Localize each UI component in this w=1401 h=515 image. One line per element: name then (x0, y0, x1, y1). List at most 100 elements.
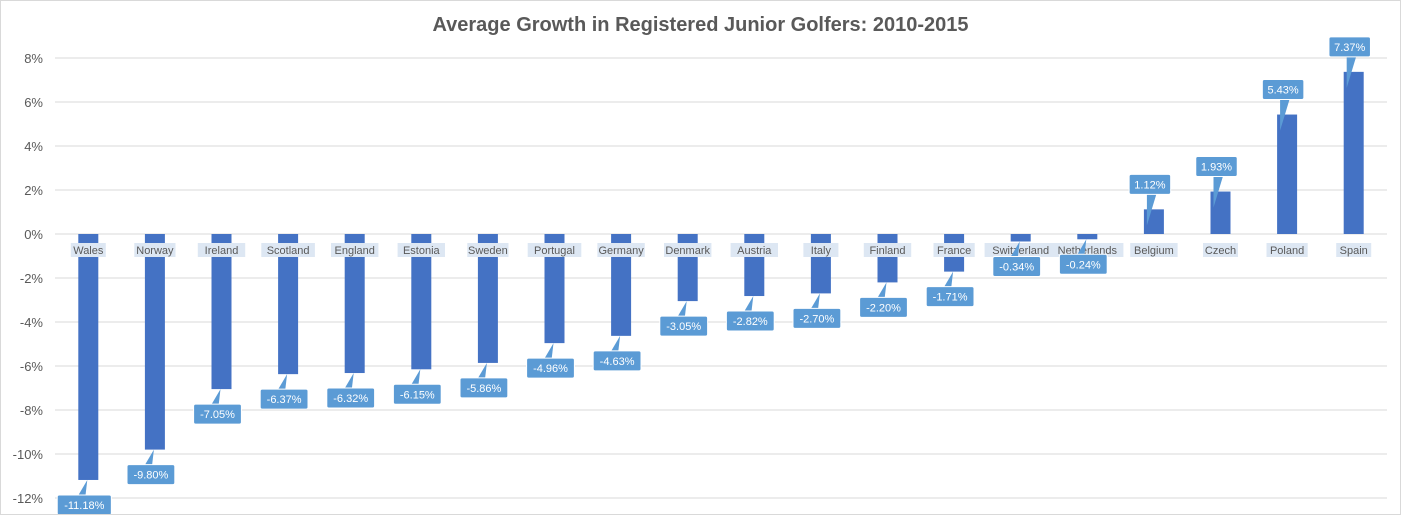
y-tick-label: -2% (20, 271, 44, 286)
bar (1010, 234, 1031, 242)
data-label: -11.18% (64, 500, 104, 512)
y-tick-label: 8% (24, 51, 43, 66)
data-label-box (859, 296, 908, 318)
data-label-pointer (676, 301, 687, 319)
category-label-bg (803, 243, 839, 257)
data-label-pointer (1280, 97, 1291, 131)
data-label: -6.37% (267, 394, 302, 406)
bar (1077, 234, 1098, 240)
data-label-pointer (610, 335, 621, 353)
y-tick-label: 0% (24, 227, 43, 242)
data-label: -4.63% (600, 356, 635, 368)
data-label-pointer (1076, 239, 1087, 257)
data-label: -3.05% (666, 321, 701, 333)
category-label: Belgium (1134, 245, 1174, 257)
data-label-box (526, 357, 575, 379)
data-label-pointer (543, 343, 554, 361)
category-label-bg (261, 243, 315, 257)
bar (1277, 114, 1298, 234)
bar (144, 234, 165, 450)
category-label-bg (527, 243, 582, 257)
y-tick-label: 4% (24, 139, 43, 154)
category-label-bg (1051, 243, 1124, 257)
category-label: Germany (598, 245, 644, 257)
bar (477, 234, 498, 363)
data-label: -0.34% (999, 261, 1034, 273)
category-label-bg (397, 243, 445, 257)
category-label: Norway (136, 245, 174, 257)
data-label-box (56, 494, 112, 514)
data-label: 1.12% (1134, 179, 1165, 191)
data-label-pointer (410, 369, 421, 387)
data-label-pointer (476, 362, 487, 380)
category-label: Wales (73, 245, 104, 257)
category-label-bg (984, 243, 1057, 257)
data-label: -1.71% (933, 292, 968, 304)
data-label: 5.43% (1267, 85, 1298, 97)
data-label-box (925, 286, 975, 308)
data-label-box (1128, 173, 1172, 195)
category-label: Finland (869, 245, 905, 257)
bar (411, 234, 432, 370)
data-label-box (1328, 36, 1371, 58)
category-label-bg (1203, 243, 1238, 257)
data-label-pointer (210, 389, 221, 407)
data-label-box (592, 350, 642, 372)
category-label-bg (134, 243, 176, 257)
category-label-bg (863, 243, 912, 257)
data-label-pointer (143, 449, 154, 467)
bar (78, 234, 99, 480)
y-tick-label: 2% (24, 183, 43, 198)
data-label-box (992, 255, 1042, 277)
bar (211, 234, 232, 390)
category-label: Scotland (267, 245, 310, 257)
chart-title: Average Growth in Registered Junior Golf… (432, 14, 969, 36)
category-label-bg (331, 243, 379, 257)
data-label: 1.93% (1201, 162, 1232, 174)
data-label-box (326, 387, 376, 409)
data-label-pointer (1009, 241, 1020, 259)
data-label: -2.20% (866, 302, 901, 314)
data-label: -4.96% (533, 363, 568, 375)
category-label: England (335, 245, 375, 257)
category-label: Italy (811, 245, 832, 257)
data-label-pointer (1213, 174, 1224, 208)
data-label-box (792, 307, 842, 329)
category-label-bg (1130, 243, 1178, 257)
category-label: France (937, 245, 971, 257)
data-label-pointer (809, 293, 820, 311)
y-tick-label: 6% (24, 95, 43, 110)
data-label: -7.05% (200, 409, 235, 421)
category-label-bg (1266, 243, 1308, 257)
data-label: 7.37% (1334, 42, 1365, 54)
data-label-box (1261, 79, 1305, 101)
category-label: Denmark (665, 245, 710, 257)
bar (278, 234, 299, 375)
category-label-bg (1336, 243, 1372, 257)
bar (344, 234, 365, 374)
category-label: Switzerland (992, 245, 1049, 257)
data-label-box (1058, 253, 1108, 275)
y-tick-label: -6% (20, 359, 44, 374)
data-label-pointer (743, 296, 754, 314)
bar (1343, 71, 1364, 234)
y-tick-label: -12% (13, 491, 44, 506)
bar (544, 234, 565, 344)
category-label-bg (597, 243, 645, 257)
data-label: -5.86% (466, 383, 501, 395)
data-label-box (459, 377, 509, 399)
category-label: Portugal (534, 245, 575, 257)
data-label: -6.15% (400, 389, 435, 401)
data-label-box (259, 388, 309, 410)
data-label-box (126, 464, 176, 486)
data-label: -9.80% (133, 470, 168, 482)
data-label-pointer (876, 282, 887, 300)
category-label-bg (70, 243, 106, 257)
category-label-bg (467, 243, 509, 257)
category-label: Spain (1340, 245, 1368, 257)
data-label-box (659, 315, 709, 337)
y-tick-label: -8% (20, 403, 44, 418)
data-label-pointer (277, 374, 288, 392)
data-label: -6.32% (333, 393, 368, 405)
